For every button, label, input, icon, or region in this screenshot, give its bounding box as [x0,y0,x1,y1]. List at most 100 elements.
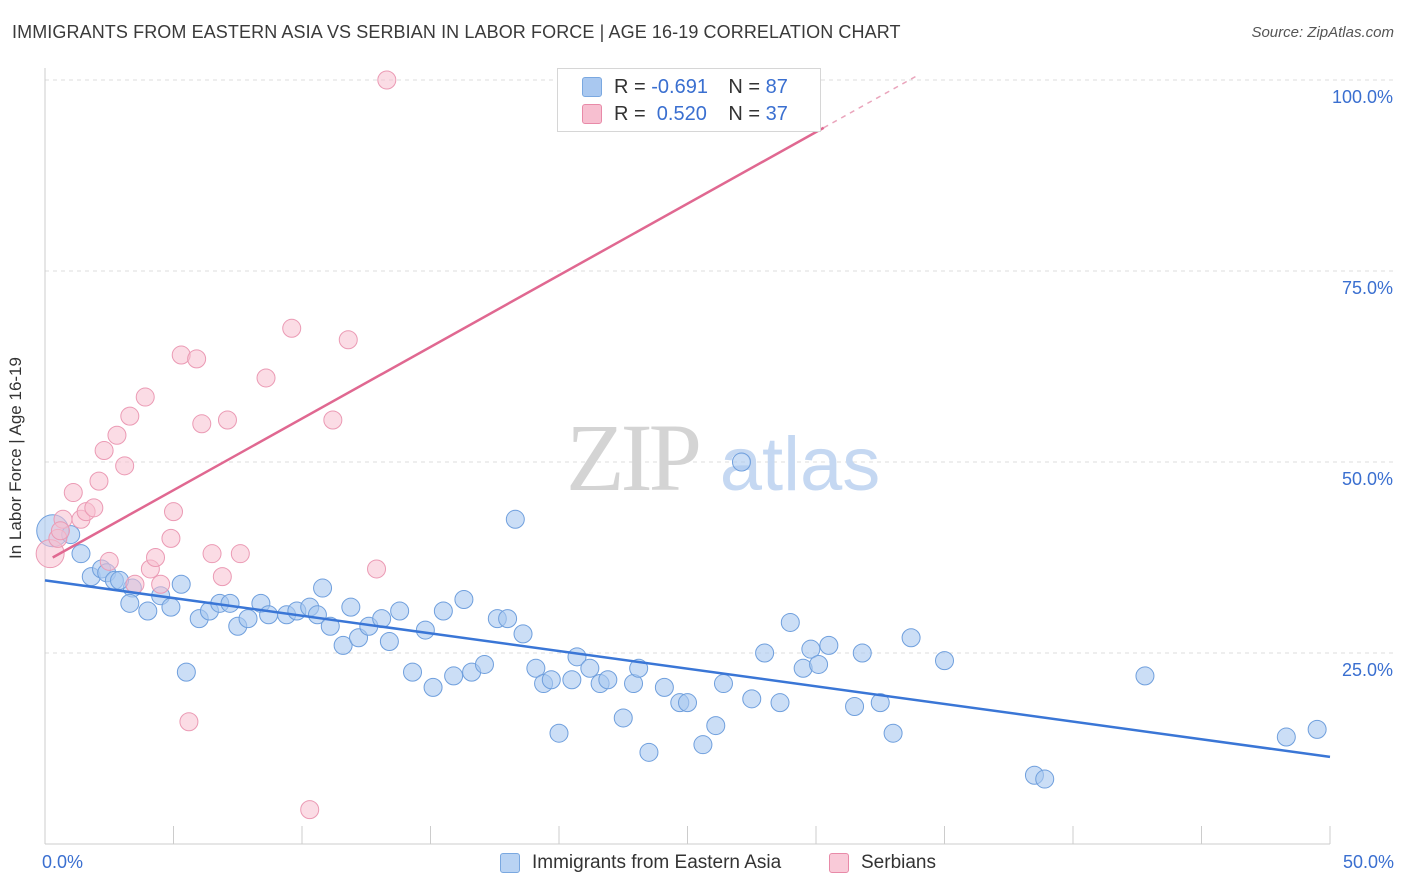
point-eastern-asia [1276,727,1296,747]
point-eastern-asia [474,654,494,674]
point-serbians [217,410,237,430]
point-serbians [202,544,222,564]
y-tick-label: 100.0% [1332,87,1393,107]
point-serbians [230,544,250,564]
legend-n-value: 37 [765,102,788,125]
point-eastern-asia [819,635,839,655]
point-eastern-asia [505,509,525,529]
legend-r-label: R = [614,102,646,125]
point-eastern-asia [379,632,399,652]
point-eastern-asia [403,662,423,682]
point-serbians [192,414,212,434]
y-tick-label: 25.0% [1342,660,1393,680]
point-eastern-asia [613,708,633,728]
y-tick-label: 50.0% [1342,469,1393,489]
x-tick-max: 50.0% [1342,852,1394,872]
point-serbians [107,425,127,445]
point-eastern-asia [71,544,91,564]
point-eastern-asia [693,735,713,755]
trend-layer [44,75,1331,759]
point-eastern-asia [580,658,600,678]
point-eastern-asia [390,601,410,621]
y-axis-label-text: In Labor Force | Age 16-19 [6,357,25,559]
point-eastern-asia [513,624,533,644]
series-label-serbians: Serbians [861,852,936,873]
point-eastern-asia [901,628,921,648]
legend-n-label: N = [728,75,761,98]
legend-r-value: 0.520 [651,102,707,125]
point-eastern-asia [883,723,903,743]
point-eastern-asia [433,601,453,621]
watermark: ZIP atlas [566,404,880,511]
point-serbians [146,548,166,567]
legend-r-value: -0.691 [651,75,708,98]
y-tick-label: 75.0% [1342,278,1393,298]
point-eastern-asia [333,635,353,655]
point-eastern-asia [313,578,333,598]
point-serbians [63,483,83,503]
point-serbians [84,498,104,518]
point-eastern-asia [454,590,474,610]
point-serbians [323,410,343,430]
point-eastern-asia [731,452,751,472]
point-eastern-asia [639,742,659,762]
point-eastern-asia [220,593,240,613]
correlation-legend: R = -0.691 N = 87 R = 0.520 N = 37 [557,68,821,132]
point-eastern-asia [1035,769,1055,789]
point-serbians [212,567,232,587]
series-legend-serbians: Serbians [829,852,936,874]
point-serbians [115,456,135,476]
point-eastern-asia [935,651,954,671]
point-eastern-asia [549,723,569,743]
point-eastern-asia [161,597,181,617]
point-eastern-asia [562,670,582,690]
legend-swatch-pink [582,104,602,124]
grid-layer [45,79,1394,654]
point-serbians [161,528,181,548]
point-eastern-asia [415,620,435,640]
point-eastern-asia [755,643,775,663]
series-legend-eastern-asia: Immigrants from Eastern Asia [500,852,781,874]
legend-r-label: R = [614,75,646,98]
point-serbians [99,551,119,571]
point-eastern-asia [320,616,340,636]
point-eastern-asia [171,574,191,594]
point-eastern-asia [138,601,158,621]
y-tick-labels: 25.0% 50.0% 75.0% 100.0% [1332,87,1393,680]
trend-line-eastern-asia [44,579,1331,759]
point-eastern-asia [780,612,800,632]
point-eastern-asia [120,593,140,613]
point-serbians [282,318,302,338]
point-eastern-asia [809,654,829,674]
series-swatch-blue [500,853,520,873]
point-eastern-asia [444,666,464,686]
point-serbians [151,574,171,594]
point-eastern-asia [870,693,890,713]
trend-line-serbians-extension [823,75,917,129]
point-serbians [89,471,109,491]
legend-n-label: N = [728,102,761,125]
point-serbians [338,330,358,350]
point-serbians [367,559,387,579]
point-eastern-asia [176,662,196,682]
point-serbians [187,349,207,369]
point-eastern-asia [541,670,561,690]
legend-swatch-blue [582,77,602,97]
point-eastern-asia [1307,719,1327,739]
watermark-zip: ZIP [566,404,699,511]
series-swatch-pink [829,853,849,873]
point-eastern-asia [1135,666,1155,686]
point-serbians [94,441,114,461]
legend-row-eastern-asia: R = -0.691 N = 87 [582,75,788,99]
legend-row-serbians: R = 0.520 N = 37 [582,102,788,126]
point-eastern-asia [526,658,546,678]
point-serbians [179,712,199,732]
point-serbians [300,800,320,820]
x-tick-min: 0.0% [42,852,84,872]
point-serbians [256,368,276,388]
point-eastern-asia [654,677,674,697]
point-serbians [135,387,155,407]
point-eastern-asia [238,609,258,629]
chart-source: Source: ZipAtlas.com [1251,24,1394,41]
